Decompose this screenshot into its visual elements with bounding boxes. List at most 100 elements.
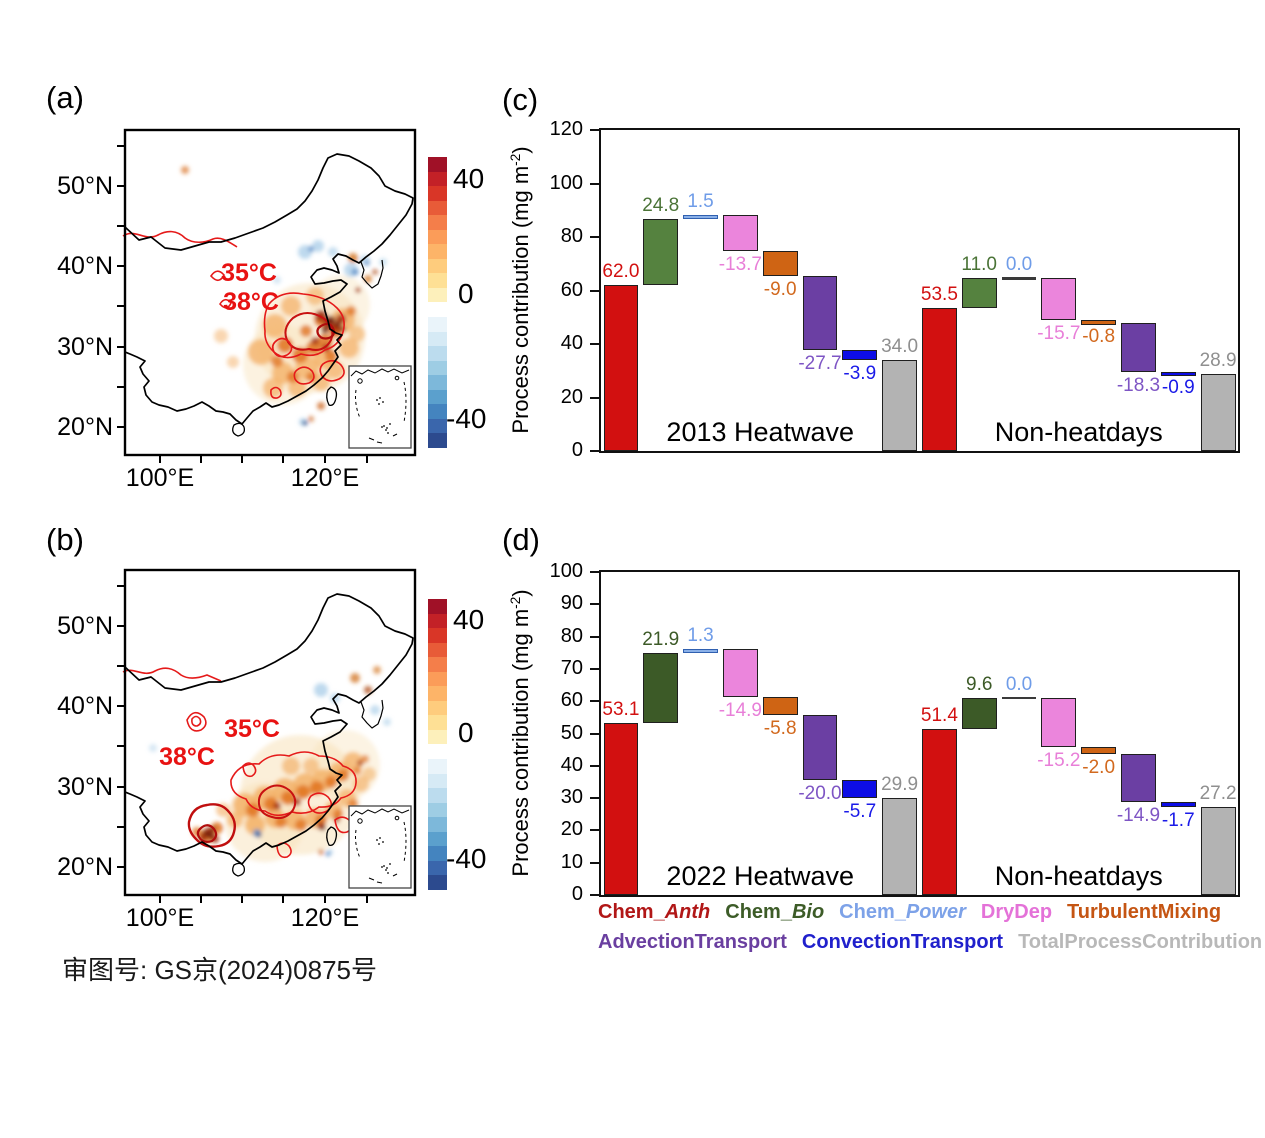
colorbar-a [428,157,447,448]
colorbar-segment [428,671,447,687]
waterfall-bar-AdvectionTransport [1121,322,1156,372]
contour-label-35c: 35°C [221,259,277,287]
colorbar-segment [428,759,447,774]
temperature-contours-a [122,230,345,399]
panel-label-c: (c) [502,82,539,117]
panel-label-d: (d) [502,522,540,557]
waterfall-bar-AdvectionTransport [802,715,838,780]
y-axis-tick [590,182,601,185]
waterfall-bar-Chem_Anth [922,307,957,451]
y-axis-tick [590,861,601,864]
y-axis-tick [590,829,601,832]
bar-value-label: 28.9 [1199,349,1237,371]
colorbar-segment [428,346,447,361]
y-axis-tick [590,343,601,345]
lon-label: 100°E [125,464,195,492]
y-axis-tick [590,635,601,638]
y-axis-tick-label: 30 [560,786,583,809]
bar-value-label: -14.9 [1116,804,1161,826]
bar-value-label: 27.2 [1199,783,1237,805]
waterfall-bar-Chem_Power [1001,696,1037,700]
lat-label: 20°N [57,413,113,441]
colorbar-segment [428,404,447,419]
waterfall-bar-TurbulentMixing [762,251,798,276]
colorbar-segment [428,244,447,259]
bar-value-label: -5.8 [763,718,797,740]
waterfall-bar-AdvectionTransport [1121,753,1156,802]
y-axis-title-sup: -2 [507,153,523,166]
waterfall-bar-ConvectionTransport [842,349,878,361]
y-axis-tick [590,894,601,896]
waterfall-bar-Chem_Anth [603,285,639,451]
bar-value-label: 0.0 [1005,673,1033,695]
waterfall-bar-Chem_Bio [643,652,679,724]
y-axis-tick [590,732,601,735]
bar-value-label: -3.9 [843,363,877,385]
legend-row-2: AdvectionTransport ConvectionTransport T… [598,931,1262,954]
y-axis-title-text: Process contribution (mg m [508,165,534,434]
y-axis-tick-label: 100 [549,171,583,194]
colorbar-segment [428,258,447,274]
y-axis-tick [590,396,601,399]
y-axis-tick-label: 40 [560,753,583,776]
legend-item-chem-anth: Chem_Anth [598,901,710,924]
colorbar-segment [428,657,447,672]
bar-value-label: -1.7 [1161,810,1195,832]
colorbar-segment [428,700,447,716]
colorbar-segment [428,628,447,643]
bar-value-label: -18.3 [1116,374,1161,396]
colorbar-segment [428,331,447,347]
waterfall-bar-Chem_Bio [961,697,997,729]
bar-value-label: 29.9 [881,774,919,796]
legend-item-drydep: DryDep [981,901,1052,924]
bar-value-label: -5.7 [843,801,877,823]
colorbar-segment [428,729,447,745]
legend-text: Chem_ [598,901,665,923]
bar-value-label: -15.2 [1037,750,1081,772]
china-map-a [115,128,417,465]
colorbar-zero-label: 0 [458,717,474,748]
colorbar-segment [428,273,447,288]
legend-text: AdvectionTransport [598,931,787,953]
colorbar-segment [428,433,447,448]
bar-value-label: -2.0 [1082,756,1116,778]
y-axis-tick-label: 0 [571,439,583,461]
panel-label-b: (b) [46,522,84,557]
colorbar-segment [428,389,447,405]
y-axis-title-sup: -2 [507,596,523,609]
waterfall-bar-DryDep [1041,697,1077,748]
lat-label: 40°N [57,692,113,720]
colorbar-segment [428,360,447,376]
legend-item-advectiontransport: AdvectionTransport [598,931,787,954]
lat-label: 20°N [57,853,113,881]
y-axis-tick [590,797,601,800]
colorbar-segment [428,686,447,701]
group-label: Non-heatdays [994,861,1163,891]
y-axis-title-text: ) [508,589,534,597]
waterfall-bar-TurbulentMixing [1081,747,1117,754]
colorbar-segment [428,302,447,318]
waterfall-bar-TotalProcessContribution [882,360,917,451]
waterfall-bar-Chem_Bio [961,278,997,308]
colorbar-segment [428,715,447,730]
colorbar-segment [428,229,447,245]
colorbar-segment [428,186,447,201]
colorbar-segment [428,875,447,890]
heatmap-blobs-b [149,666,391,862]
y-axis-title-c: Process contribution (mg m-2) [508,146,534,433]
y-axis-tick-label: 90 [560,592,583,615]
bar-value-label: -9.0 [763,278,797,300]
colorbar-segment [428,788,447,803]
y-axis-tick-label: 20 [560,385,583,408]
waterfall-bar-TotalProcessContribution [1200,373,1236,451]
colorbar-segment [428,773,447,789]
colorbar-b [428,599,447,890]
colorbar-zero-label: 0 [458,278,474,309]
y-axis-tick-label: 50 [560,721,583,744]
group-label: Non-heatdays [994,417,1163,447]
lon-label: 100°E [125,904,195,932]
bar-value-label: -27.7 [798,352,842,374]
waterfall-bar-AdvectionTransport [802,275,838,350]
legend-text-italic: Bio [791,901,825,923]
